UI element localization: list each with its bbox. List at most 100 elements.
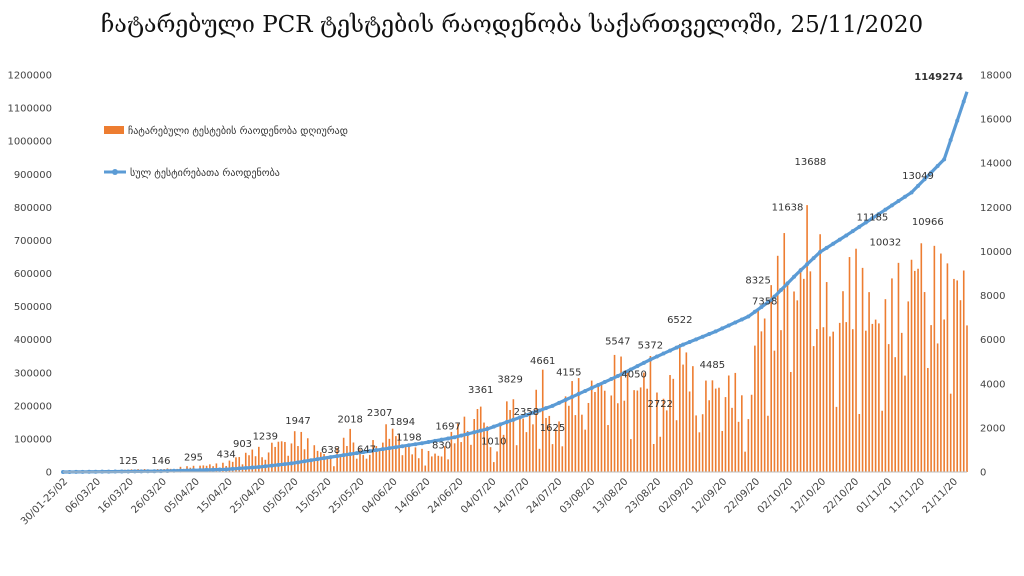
cumulative-point [393,445,398,450]
daily-bar [430,456,433,472]
daily-bar [568,405,570,472]
cumulative-point [818,250,823,254]
daily-bar [662,398,665,472]
left-axis-tick-label: 1000000 [7,137,52,148]
cumulative-point [309,458,314,463]
cumulative-point [504,420,509,425]
data-label: 4661 [530,356,555,367]
daily-bar [887,344,890,472]
daily-bar [646,388,648,472]
daily-bar [845,322,848,472]
daily-bar [515,445,518,472]
daily-bar [519,416,521,472]
cumulative-point [661,351,666,356]
daily-bar [336,447,338,472]
right-axis-tick-label: 6000 [980,335,1005,346]
cumulative-point [478,428,483,433]
daily-bar [754,345,756,472]
daily-bar [701,414,704,472]
daily-bar [401,455,404,472]
daily-bar [708,400,710,472]
right-axis-tick-label: 18000 [980,71,1012,82]
daily-bar [293,431,296,472]
daily-bar [437,455,440,472]
daily-bar [424,465,427,472]
data-label: 5372 [638,341,663,352]
daily-bar [636,390,639,472]
daily-bar [323,454,325,472]
daily-bar [447,459,449,472]
data-label: 295 [184,453,203,464]
daily-bar [649,355,652,472]
daily-bar [479,406,482,472]
left-axis-ticks: 0 100000 200000 300000 400000 500000 600000 700… [7,71,52,479]
cumulative-point [380,447,385,452]
cumulative-point [426,440,431,445]
daily-bar [564,396,567,472]
cumulative-point [707,332,712,337]
right-axis-tick-label: 12000 [980,203,1012,214]
daily-bar [244,452,247,472]
left-axis-tick-label: 800000 [14,203,52,214]
data-label: 11185 [856,212,888,223]
cumulative-point [583,388,588,393]
daily-bar [473,419,476,472]
x-axis-tick-label: 21/11/20 [921,476,961,516]
daily-bar [274,446,276,472]
cumulative-point [413,442,418,447]
cumulative-point [863,220,868,225]
daily-bar [460,442,462,472]
cumulative-point [459,433,464,438]
cumulative-point [622,370,627,375]
cumulative-point [491,424,496,429]
daily-bar [851,329,854,472]
daily-bar [444,446,446,472]
cumulative-point [668,348,673,353]
daily-bar [920,243,923,472]
daily-bar [316,450,319,472]
daily-bar [584,429,586,472]
data-label: 3829 [497,375,522,386]
cumulative-point [752,309,757,314]
daily-bar [812,346,815,472]
daily-bar [352,442,355,472]
daily-bar [838,322,841,472]
cumulative-point [341,453,346,458]
data-label: 10966 [912,217,944,228]
cumulative-point [374,448,379,453]
daily-bar [620,356,622,472]
right-axis-tick-label: 0 [980,468,986,479]
data-label: 11638 [772,202,804,213]
legend: ჩატარებული ტესტების რაოდენობა დღიურად სულ… [104,125,348,179]
x-axis-tick-label: 30/01-25/02 [19,476,70,527]
cumulative-point [896,199,901,204]
cumulative-point [909,190,914,195]
data-label: 10032 [869,238,901,249]
daily-bar [457,423,459,472]
daily-bar [724,397,727,472]
daily-bar [395,436,397,472]
daily-bar [718,387,720,472]
left-axis-tick-label: 100000 [14,434,52,445]
daily-bar [277,441,280,472]
daily-bar [427,450,430,472]
cumulative-point [837,237,842,242]
daily-bar [757,310,759,472]
daily-bar [548,415,551,472]
cumulative-point [198,468,203,473]
cumulative-point [563,397,568,402]
right-axis-tick-label: 16000 [980,115,1012,126]
cumulative-point [211,467,216,472]
right-axis-tick-label: 10000 [980,247,1012,258]
daily-bar [966,325,968,472]
daily-bar [874,319,877,472]
cumulative-point [452,435,457,440]
daily-bar [861,267,864,472]
cumulative-point [224,467,229,472]
daily-bar [320,452,322,472]
right-axis-ticks: 0 2000 4000 6000 8000 10000 12000 14000 16000 180… [980,71,1012,479]
daily-bar [522,418,524,472]
cumulative-point [681,342,686,347]
data-label: 1239 [253,432,278,443]
